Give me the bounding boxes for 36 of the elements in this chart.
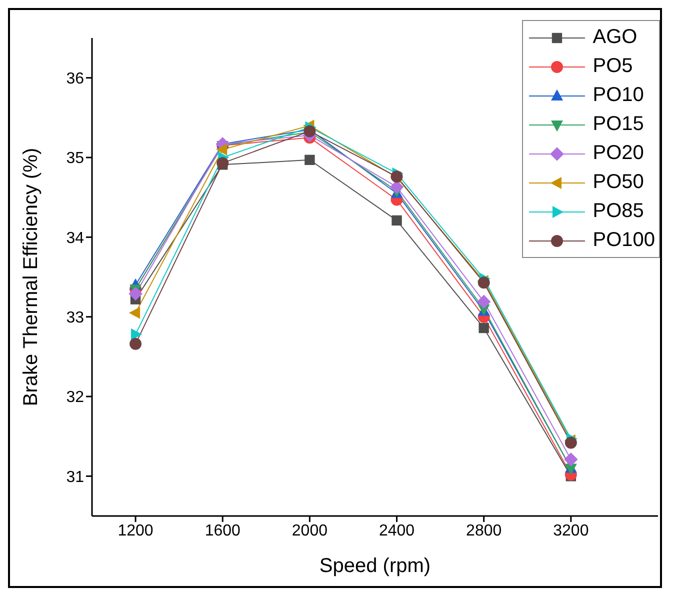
point <box>128 286 142 301</box>
x-tick-label: 2000 <box>292 522 328 540</box>
y-tick-label: 32 <box>66 389 84 406</box>
y-tick-label: 31 <box>66 468 84 486</box>
point <box>131 328 142 340</box>
legend-label: PO15 <box>592 113 644 136</box>
point <box>476 294 491 309</box>
y-tick-label: 33 <box>66 310 84 327</box>
y-tick-label: 35 <box>66 150 84 168</box>
point <box>128 306 140 319</box>
x-tick-label: 3200 <box>553 522 589 540</box>
point <box>304 154 315 165</box>
legend-label: PO100 <box>592 229 655 252</box>
y-tick-label: 34 <box>66 230 84 247</box>
point <box>392 215 402 226</box>
point <box>304 125 316 138</box>
point <box>478 322 489 334</box>
legend-label: PO20 <box>592 142 644 165</box>
point <box>216 144 228 156</box>
legend-label: PO85 <box>592 200 644 223</box>
point <box>130 338 142 350</box>
x-tick-label: 2800 <box>466 522 502 540</box>
legend-label: PO50 <box>592 171 644 194</box>
x-axis-title: Speed (rpm) <box>319 555 431 577</box>
legend-label: PO10 <box>592 84 644 107</box>
x-tick-label: 1600 <box>204 522 241 540</box>
point <box>390 180 404 194</box>
x-tick-label: 1200 <box>118 522 154 540</box>
x-tick-label: 2400 <box>378 522 415 540</box>
y-tick-label: 36 <box>66 70 84 88</box>
point <box>564 452 578 466</box>
legend-label: AGO <box>592 26 638 49</box>
y-axis-title: Brake Thermal Efficiency (%) <box>20 148 42 406</box>
point <box>216 157 229 170</box>
point <box>564 436 577 449</box>
legend-label: PO5 <box>592 55 633 78</box>
